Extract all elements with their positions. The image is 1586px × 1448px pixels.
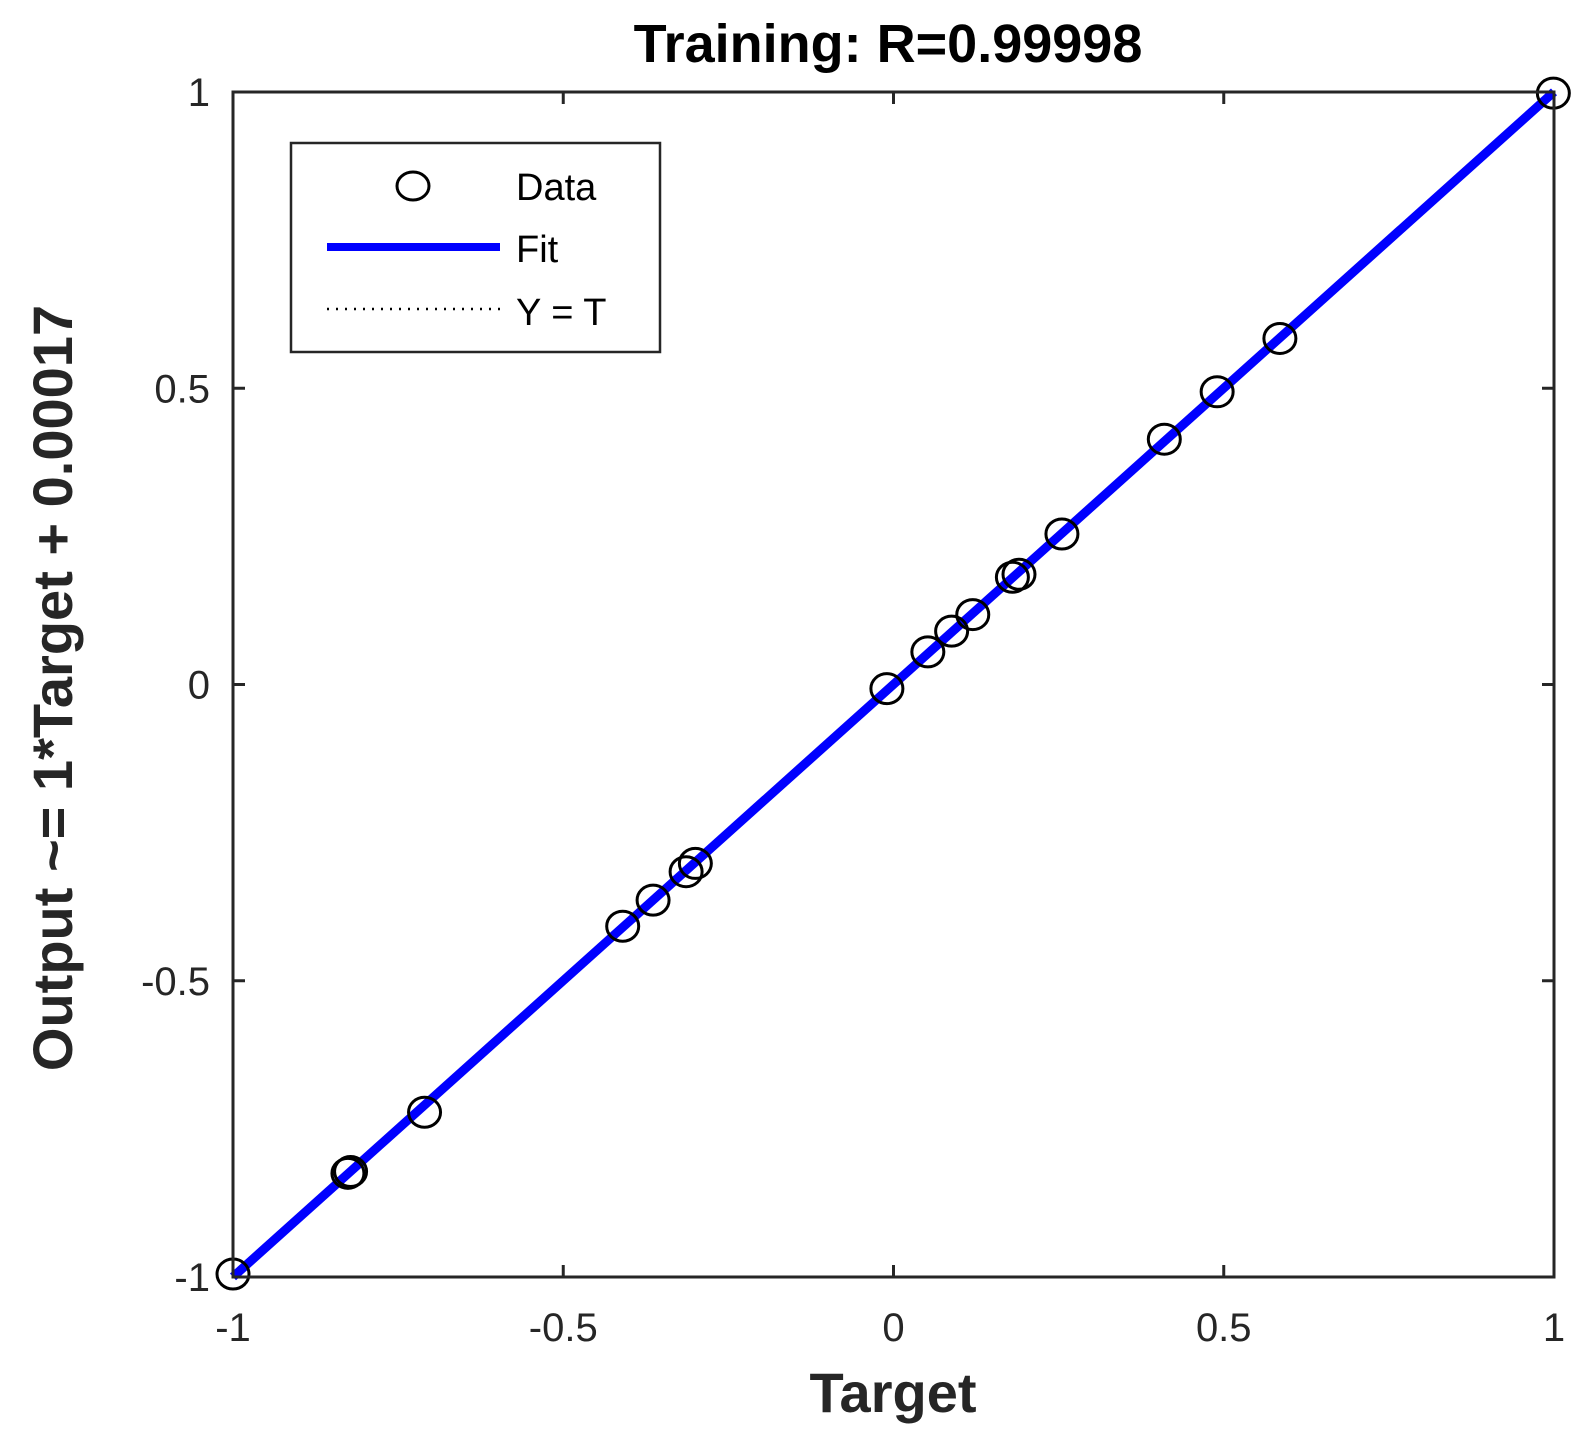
fit-line-segment	[229, 88, 1558, 1281]
x-tick-label: 1	[1543, 1306, 1565, 1350]
data-point	[934, 614, 970, 648]
y-tick-label: -1	[174, 1256, 210, 1300]
legend-label-data: Data	[516, 167, 597, 209]
data-point	[1001, 557, 1037, 591]
fit-line	[229, 88, 1558, 1281]
legend: Data Fit Y = T	[289, 141, 662, 354]
x-tick-label: 0.5	[1196, 1306, 1252, 1350]
data-point	[869, 672, 905, 706]
legend-label-yt: Y = T	[516, 292, 607, 334]
y-tick-labels: -1 -0.5 0 0.5 1	[141, 71, 210, 1300]
data-point	[910, 635, 946, 669]
x-axis-label: Target	[810, 1361, 977, 1424]
y-axis-label: Output ~= 1*Target + 0.00017	[21, 305, 84, 1071]
data-point	[1044, 517, 1080, 551]
axis-ticks	[231, 90, 1556, 1279]
chart-title: Training: R=0.99998	[634, 14, 1143, 74]
data-point	[330, 1156, 366, 1190]
data-point	[677, 846, 713, 880]
data-points	[215, 76, 1571, 1291]
x-tick-label: 0	[882, 1306, 904, 1350]
data-point	[1262, 321, 1298, 355]
legend-label-fit: Fit	[516, 229, 559, 271]
x-tick-label: -1	[215, 1306, 251, 1350]
data-point	[955, 598, 991, 632]
data-point	[668, 855, 704, 889]
y-tick-label: 0	[188, 664, 210, 708]
data-point	[1199, 375, 1235, 409]
data-point	[1146, 422, 1182, 456]
y-tick-label: -0.5	[141, 960, 210, 1004]
x-tick-labels: -1 -0.5 0 0.5 1	[215, 1306, 1565, 1350]
legend-data-marker-icon	[395, 170, 431, 202]
data-point	[635, 883, 671, 917]
data-point	[333, 1155, 369, 1189]
y-tick-label: 0.5	[154, 367, 210, 411]
y-tick-label: 1	[188, 71, 210, 115]
x-tick-label: -0.5	[529, 1306, 598, 1350]
data-point	[994, 560, 1030, 594]
data-point	[407, 1095, 443, 1129]
data-point	[605, 909, 641, 943]
